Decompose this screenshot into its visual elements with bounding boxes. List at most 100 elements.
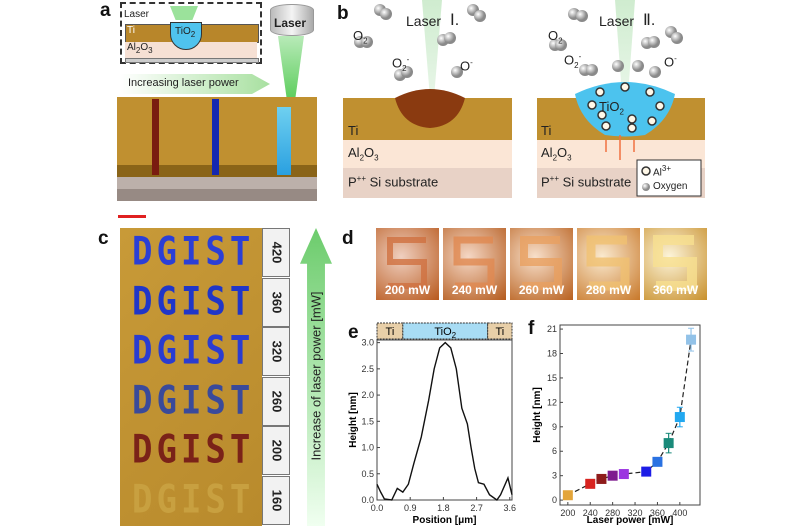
stage-1-label: Ⅰ. bbox=[450, 12, 460, 29]
afm-image-label: 280 mW bbox=[585, 283, 632, 297]
panel-label-e: e bbox=[348, 322, 359, 343]
laser-label-1: Laser bbox=[406, 13, 442, 29]
y-tick-label: 3 bbox=[552, 471, 557, 481]
data-point bbox=[585, 478, 596, 489]
increasing-power-arrow bbox=[120, 74, 270, 94]
y-tick-label: 9 bbox=[552, 422, 557, 432]
data-point bbox=[596, 473, 607, 484]
x-tick-label: 0.0 bbox=[371, 503, 384, 513]
ti-label-2: Ti bbox=[541, 123, 552, 138]
power-label: 160 bbox=[269, 489, 285, 511]
y-tick-label: 21 bbox=[547, 324, 557, 334]
power-label-cell: 200 bbox=[262, 426, 290, 475]
blue-line bbox=[212, 99, 219, 175]
y-tick-label: 1.0 bbox=[361, 443, 374, 453]
trend-line bbox=[567, 339, 692, 496]
x-tick-label: 240 bbox=[583, 508, 598, 518]
afm-image: 360 mW bbox=[644, 228, 707, 300]
x-tick-label: 3.6 bbox=[504, 503, 517, 513]
data-point bbox=[663, 438, 674, 449]
panel-label-d: d bbox=[342, 228, 354, 249]
panel-label-f: f bbox=[528, 318, 535, 339]
stage-2-label: Ⅱ. bbox=[643, 12, 656, 29]
data-point bbox=[618, 469, 629, 480]
y-tick-label: 1.5 bbox=[361, 416, 374, 426]
o2-label-1: O2 bbox=[353, 28, 368, 46]
afm-image-label: 360 mW bbox=[652, 283, 699, 297]
power-label: 200 bbox=[269, 439, 285, 462]
data-point bbox=[562, 490, 573, 501]
y-axis-label: Height [nm] bbox=[348, 392, 359, 448]
dgist-pattern: DGIST bbox=[132, 377, 255, 424]
y-tick-label: 0.0 bbox=[361, 495, 374, 505]
dgist-pattern: DGIST bbox=[132, 278, 255, 325]
legend-oxygen: Oxygen bbox=[653, 181, 688, 192]
data-point bbox=[607, 470, 618, 481]
y-tick-label: 12 bbox=[547, 397, 557, 407]
tio2-label: TiO2 bbox=[599, 99, 624, 117]
dgist-pattern: DGIST bbox=[132, 328, 255, 374]
data-point bbox=[641, 466, 652, 477]
inset-tio2-label: TiO2 bbox=[175, 26, 196, 39]
o-minus-label-2: O- bbox=[664, 54, 677, 70]
y-tick-label: 2.5 bbox=[361, 364, 374, 374]
power-label: 260 bbox=[269, 390, 285, 412]
o2-minus-label-2: O2- bbox=[564, 52, 582, 70]
o2-label-2: O2 bbox=[548, 28, 563, 46]
inset-schematic: Laser Ti TiO2 Al2O3 bbox=[120, 2, 262, 64]
x-axis-label: Position [μm] bbox=[413, 515, 477, 526]
power-label-cell: 320 bbox=[262, 327, 290, 376]
increasing-power-text: Increasing laser power bbox=[128, 77, 239, 89]
panel-label-b: b bbox=[337, 3, 349, 24]
y-tick-label: 0 bbox=[552, 495, 557, 505]
power-label-cell: 160 bbox=[262, 475, 290, 525]
afm-image: 260 mW bbox=[510, 228, 573, 300]
data-point bbox=[686, 334, 697, 345]
dgist-pattern: DGIST bbox=[132, 476, 255, 523]
y-tick-label: 2.0 bbox=[361, 390, 374, 400]
ti-label-1: Ti bbox=[348, 123, 359, 138]
power-label: 320 bbox=[269, 340, 285, 363]
device-cross-section bbox=[117, 97, 317, 201]
y-tick-label: 18 bbox=[547, 349, 557, 359]
power-label-cell: 260 bbox=[262, 376, 290, 426]
inset-laser-label: Laser bbox=[124, 9, 150, 20]
panel-label-c: c bbox=[98, 228, 109, 249]
o2-minus-label-1: O2- bbox=[392, 55, 410, 73]
dgist-pattern-image bbox=[120, 228, 262, 526]
x-tick-label: 400 bbox=[672, 508, 687, 518]
x-axis-label: Laser power [mW] bbox=[587, 515, 674, 526]
x-tick-label: 360 bbox=[650, 508, 665, 518]
region-label: Ti bbox=[386, 326, 395, 338]
height-vs-power-chart: 200 240 280 320 360 400 0 3 6 9 12 15 18 21 Laser powe… bbox=[532, 324, 701, 526]
x-tick-label: 200 bbox=[560, 508, 575, 518]
y-tick-label: 15 bbox=[547, 373, 557, 383]
y-tick-label: 3.0 bbox=[361, 338, 374, 348]
laser-head-label: Laser bbox=[274, 16, 307, 30]
data-point bbox=[652, 456, 663, 467]
panel-label-a: a bbox=[100, 0, 111, 21]
tio2-line bbox=[277, 107, 291, 175]
al2o3-label-1: Al2O3 bbox=[348, 145, 379, 163]
red-line bbox=[152, 99, 159, 175]
laser-head bbox=[270, 4, 314, 36]
region-label: TiO2 bbox=[434, 326, 456, 340]
data-point bbox=[674, 412, 685, 423]
dgist-pattern: DGIST bbox=[132, 427, 255, 473]
plot-frame bbox=[559, 324, 701, 506]
x-tick-label: 2.7 bbox=[470, 503, 483, 513]
y-tick-label: 6 bbox=[552, 446, 557, 456]
inset-ti-label: Ti bbox=[127, 25, 135, 36]
power-label: 420 bbox=[269, 241, 285, 264]
laser-label-2: Laser bbox=[599, 13, 635, 29]
region-box bbox=[402, 322, 489, 340]
al2o3-label-2: Al2O3 bbox=[541, 145, 572, 163]
dgist-pattern: DGIST bbox=[132, 229, 255, 275]
afm-image: 280 mW bbox=[577, 228, 640, 300]
afm-image-label: 200 mW bbox=[384, 283, 431, 297]
region-label: Ti bbox=[495, 326, 504, 338]
power-label: 360 bbox=[269, 291, 285, 313]
x-tick-label: 320 bbox=[628, 508, 643, 518]
plot-frame bbox=[376, 339, 513, 501]
